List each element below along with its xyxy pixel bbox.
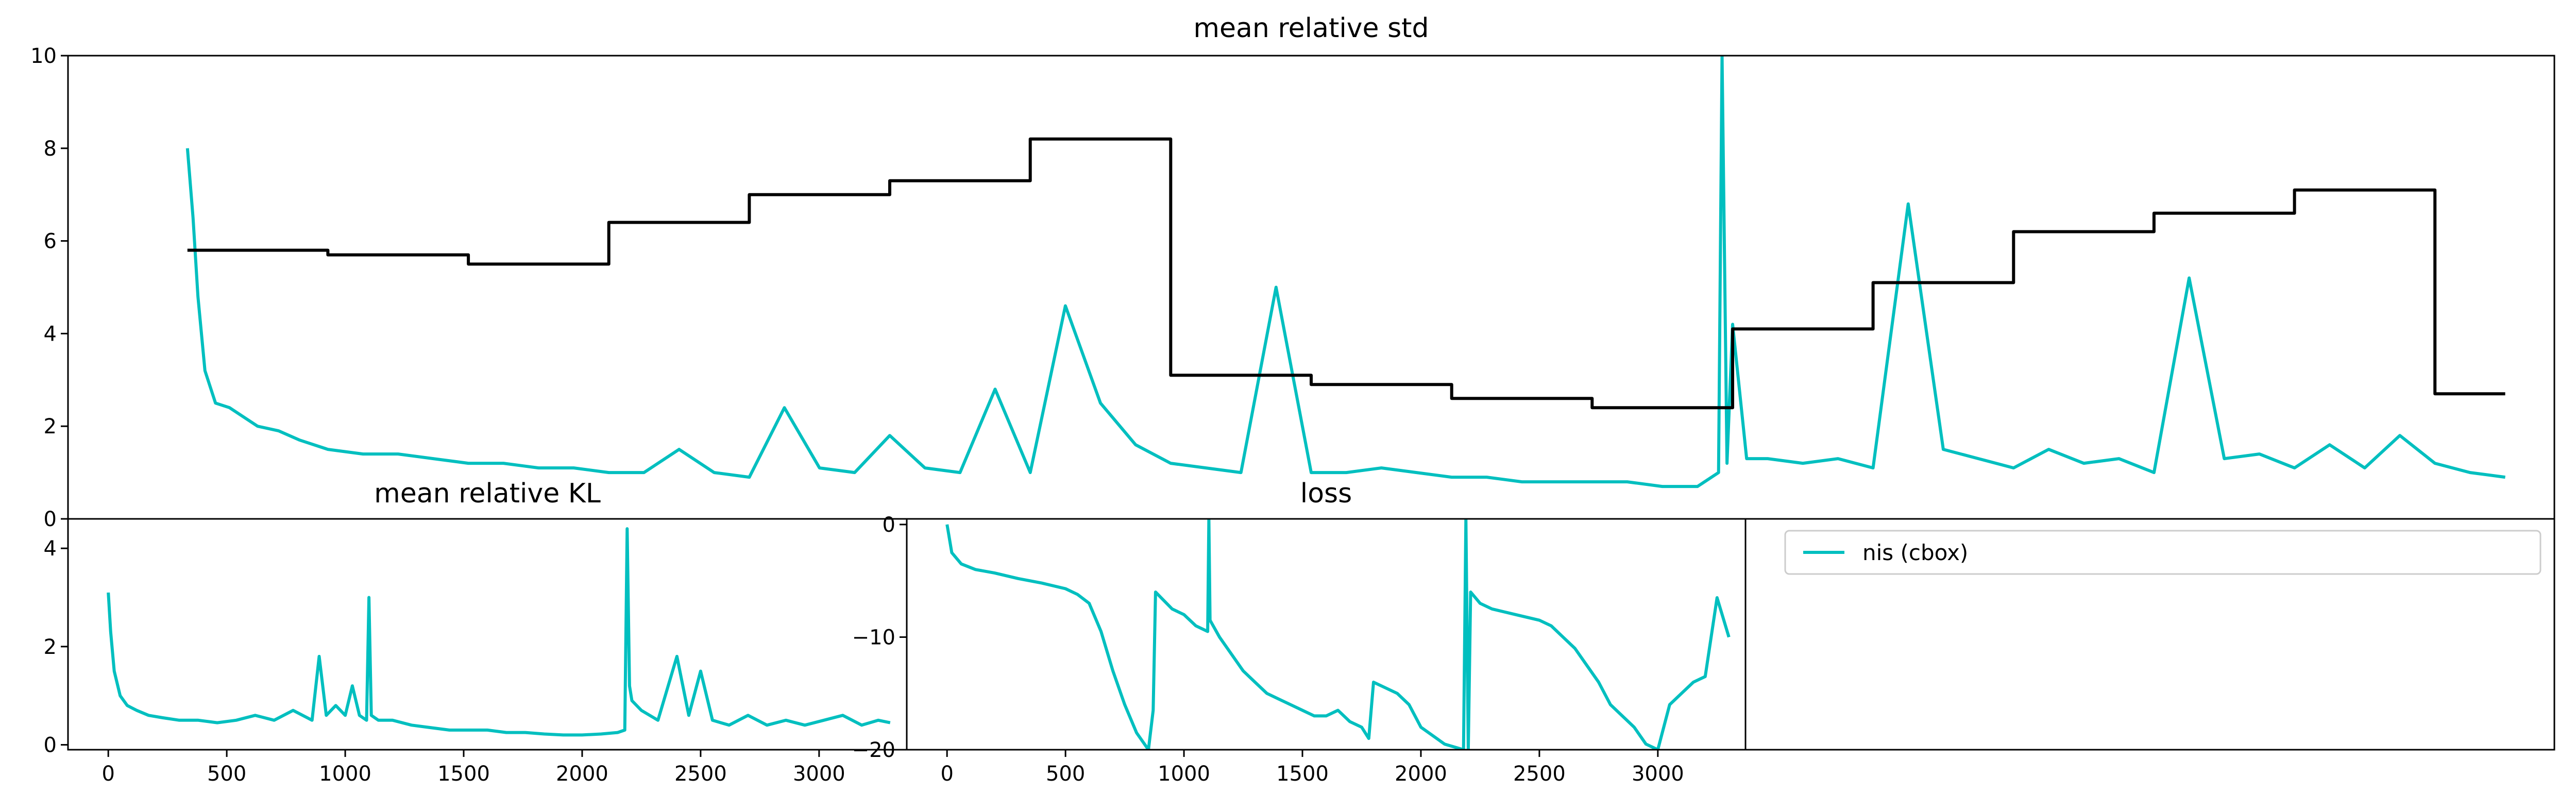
legend-panel: nis (cbox) bbox=[1744, 518, 2555, 751]
std-panel: 0 2 4 6 8 10 mean relative std bbox=[30, 13, 2555, 531]
kl-xtick-label: 1500 bbox=[437, 762, 490, 786]
kl-ytick-label: 4 bbox=[44, 537, 57, 561]
loss-series-line-0 bbox=[945, 519, 1731, 750]
std-ytick-label: 4 bbox=[44, 322, 57, 346]
kl-xtick-label: 1000 bbox=[319, 762, 371, 786]
std-ytick-label: 6 bbox=[44, 230, 57, 254]
std-series-line-1 bbox=[187, 137, 2505, 410]
kl-xtick-label: 0 bbox=[101, 762, 114, 786]
kl-ytick-label: 0 bbox=[44, 733, 57, 757]
loss-xtick-label: 2500 bbox=[1513, 762, 1566, 786]
kl-xtick-label: 500 bbox=[207, 762, 246, 786]
loss-ytick-label: −20 bbox=[852, 738, 895, 762]
legend-label: nis (cbox) bbox=[1862, 540, 1968, 565]
kl-xtick-label: 2000 bbox=[556, 762, 608, 786]
kl-xtick-label: 3000 bbox=[793, 762, 845, 786]
kl-panel: 0 2 4 0 500 1000 1500 2000 2500 3000 mean relative… bbox=[44, 478, 908, 786]
std-series-line-0 bbox=[185, 56, 2505, 488]
kl-ytick-label: 2 bbox=[44, 635, 57, 659]
loss-xtick-label: 3000 bbox=[1632, 762, 1684, 786]
std-ytick-label: 0 bbox=[44, 508, 57, 531]
loss-xtick-label: 0 bbox=[940, 762, 953, 786]
std-ytick-label: 2 bbox=[44, 415, 57, 438]
kl-xtick-label: 2500 bbox=[674, 762, 727, 786]
loss-xtick-label: 500 bbox=[1046, 762, 1085, 786]
loss-xtick-label: 1000 bbox=[1158, 762, 1210, 786]
kl-series-line-0 bbox=[107, 527, 891, 737]
std-title: mean relative std bbox=[1193, 13, 1429, 44]
legend-box bbox=[1784, 530, 2541, 575]
loss-ytick-label: −10 bbox=[852, 626, 895, 649]
loss-xtick-label: 1500 bbox=[1276, 762, 1329, 786]
loss-xtick-label: 2000 bbox=[1395, 762, 1447, 786]
loss-title: loss bbox=[1300, 478, 1352, 509]
loss-ytick-label: 0 bbox=[883, 513, 895, 537]
kl-title: mean relative KL bbox=[374, 478, 601, 509]
std-ytick-label: 10 bbox=[30, 44, 57, 68]
legend-axes-frame bbox=[1744, 518, 2555, 751]
std-ytick-label: 8 bbox=[44, 137, 57, 161]
